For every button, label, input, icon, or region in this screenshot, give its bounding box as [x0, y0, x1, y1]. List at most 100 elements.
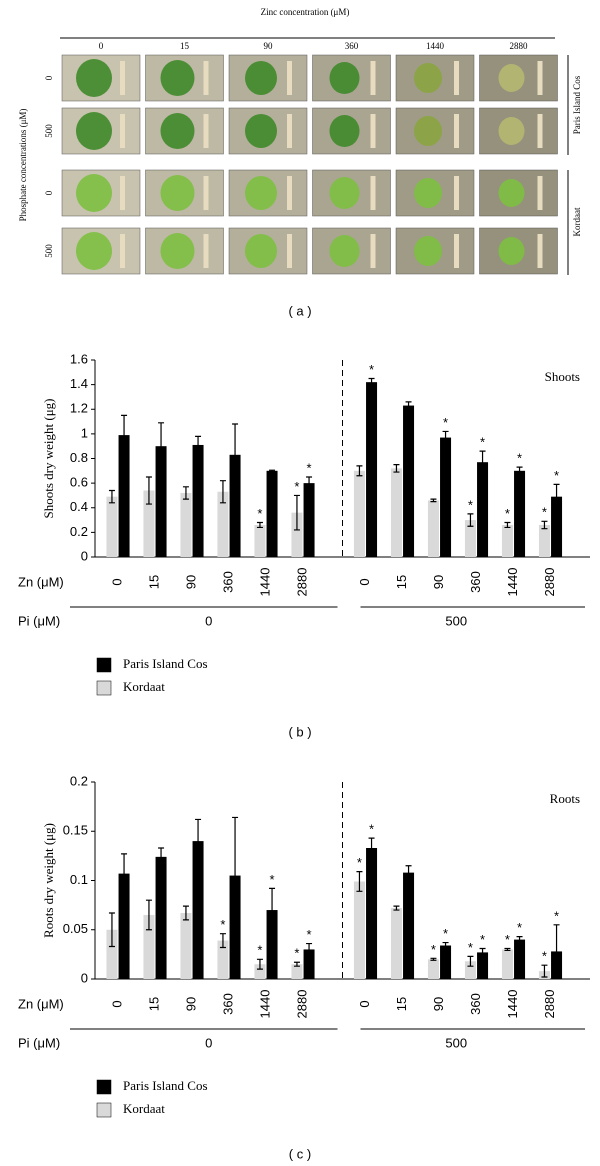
panel-caption: ( c ): [289, 1146, 311, 1161]
significance-marker: *: [369, 362, 374, 377]
error-bar: [145, 476, 152, 505]
y-tick-label: 0.4: [70, 499, 88, 514]
bar: [217, 491, 229, 557]
legend-label: Paris Island Cos: [123, 656, 208, 671]
root: [203, 61, 209, 95]
plant: [76, 174, 112, 212]
group-label: 500: [445, 613, 467, 628]
x-tick-label: 2880: [294, 568, 309, 597]
root: [537, 61, 543, 95]
significance-marker: *: [357, 855, 362, 870]
group-axis-label: Pi (μM): [18, 613, 60, 628]
significance-marker: *: [517, 451, 522, 466]
x-tick-label: 1440: [505, 568, 520, 597]
bar: [477, 952, 489, 979]
y-tick-label: 0.1: [70, 872, 88, 887]
error-bar: [145, 899, 152, 931]
significance-marker: *: [294, 946, 299, 961]
error-bar: [553, 483, 560, 510]
legend-swatch: [96, 657, 112, 673]
significance-marker: *: [369, 822, 374, 837]
significance-marker: *: [480, 932, 485, 947]
plant: [498, 237, 525, 265]
plant: [245, 234, 277, 268]
x-tick-label: 1440: [505, 990, 520, 1019]
plant: [76, 59, 112, 97]
column-label: 15: [180, 41, 190, 51]
x-axis-label: Zn (μM): [18, 996, 64, 1011]
x-tick-label: 0: [357, 578, 372, 585]
root: [537, 234, 543, 268]
y-tick-label: 0.2: [70, 524, 88, 539]
bar: [254, 524, 266, 557]
x-tick-label: 90: [431, 997, 446, 1011]
bar: [440, 437, 452, 557]
error-bar: [553, 924, 560, 979]
x-tick-label: 90: [431, 575, 446, 589]
significance-marker: *: [505, 506, 510, 521]
error-bar: [541, 964, 548, 978]
significance-marker: *: [542, 949, 547, 964]
error-bar: [393, 464, 400, 473]
error-bar: [467, 513, 474, 527]
significance-marker: *: [443, 926, 448, 941]
bar: [118, 873, 130, 979]
x-tick-label: 0: [109, 1000, 124, 1007]
plant: [329, 235, 360, 267]
bar: [192, 841, 204, 979]
plant: [414, 178, 442, 208]
plant: [160, 233, 195, 269]
x-tick-label: 0: [357, 1000, 372, 1007]
bar: [390, 908, 402, 979]
significance-marker: *: [443, 415, 448, 430]
panel-a-group: Paris Island Cos: [572, 75, 582, 134]
error-bar: [356, 871, 363, 892]
bar: [180, 913, 192, 979]
y-tick-label: 0: [81, 548, 88, 563]
error-bar: [108, 489, 115, 504]
legend-label: Kordaat: [123, 1101, 165, 1116]
root: [287, 176, 292, 210]
significance-marker: *: [307, 927, 312, 942]
error-bar: [442, 941, 449, 950]
root: [203, 176, 209, 210]
y-tick-label: 1.6: [70, 351, 88, 366]
x-tick-label: 2880: [294, 990, 309, 1019]
error-bar: [269, 887, 276, 933]
significance-marker: *: [554, 908, 559, 923]
x-tick-label: 1440: [257, 568, 272, 597]
legend-label: Kordaat: [123, 679, 165, 694]
bar: [291, 964, 303, 979]
root: [454, 176, 459, 210]
group-label: 0: [205, 1035, 212, 1050]
error-bar: [430, 498, 437, 503]
y-axis-label: Roots dry weight (μg): [41, 823, 56, 938]
x-axis-label: Zn (μM): [18, 574, 64, 589]
error-bar: [405, 865, 412, 881]
x-tick-label: 360: [468, 993, 483, 1015]
bar: [427, 959, 439, 979]
bar: [403, 872, 415, 979]
bar: [514, 470, 526, 557]
panel-caption: ( a ): [288, 303, 311, 318]
bar: [266, 910, 278, 979]
plant: [160, 60, 195, 96]
x-tick-label: 90: [183, 575, 198, 589]
error-bar: [121, 414, 128, 456]
column-label: 360: [345, 41, 359, 51]
error-bar: [232, 816, 239, 935]
significance-marker: *: [517, 920, 522, 935]
x-tick-label: 90: [183, 997, 198, 1011]
significance-marker: *: [257, 943, 262, 958]
significance-marker: *: [542, 505, 547, 520]
significance-marker: *: [480, 435, 485, 450]
error-bar: [430, 957, 437, 961]
x-tick-label: 0: [109, 578, 124, 585]
bar: [464, 520, 476, 557]
y-tick-label: 1: [81, 425, 88, 440]
plant: [498, 179, 525, 207]
bar: [106, 496, 118, 557]
plant: [160, 113, 195, 149]
error-bar: [516, 466, 523, 476]
bar: [303, 483, 315, 557]
